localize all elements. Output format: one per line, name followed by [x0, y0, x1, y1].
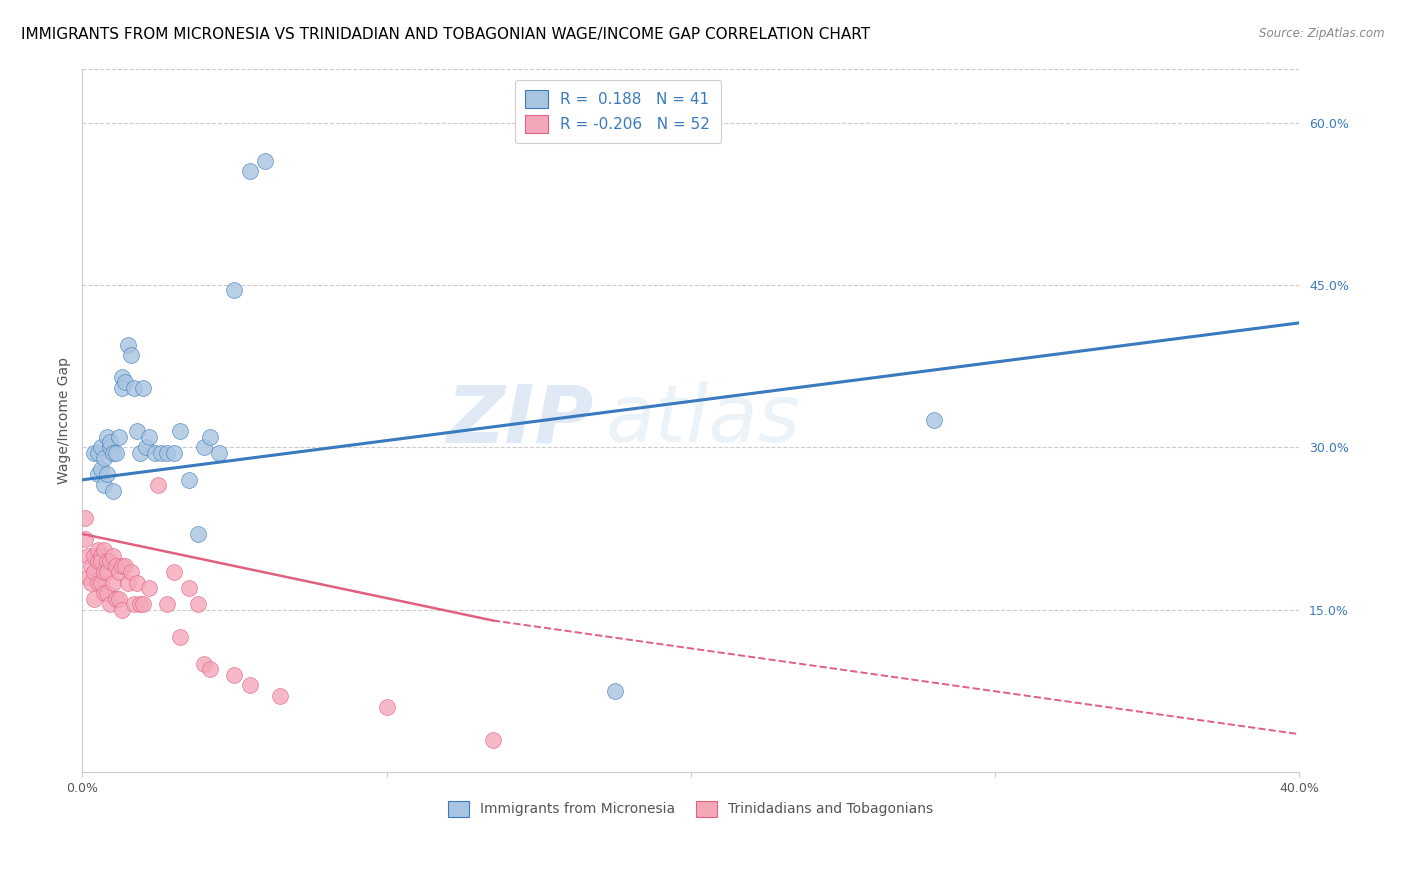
Point — [98, 597, 121, 611]
Point — [111, 381, 134, 395]
Point — [96, 467, 118, 482]
Point — [193, 657, 215, 671]
Y-axis label: Wage/Income Gap: Wage/Income Gap — [58, 357, 72, 483]
Point — [114, 559, 136, 574]
Text: Source: ZipAtlas.com: Source: ZipAtlas.com — [1260, 27, 1385, 40]
Point — [98, 554, 121, 568]
Point — [101, 446, 124, 460]
Point — [83, 565, 105, 579]
Point — [138, 429, 160, 443]
Point — [104, 559, 127, 574]
Point — [96, 586, 118, 600]
Point — [93, 586, 115, 600]
Point — [80, 559, 103, 574]
Point — [86, 467, 108, 482]
Point — [187, 597, 209, 611]
Point — [129, 597, 152, 611]
Point — [148, 478, 170, 492]
Point — [107, 429, 129, 443]
Point — [114, 376, 136, 390]
Point — [93, 565, 115, 579]
Point — [129, 446, 152, 460]
Point — [198, 662, 221, 676]
Point — [169, 630, 191, 644]
Point — [98, 441, 121, 455]
Point — [156, 597, 179, 611]
Point — [90, 575, 112, 590]
Point — [98, 434, 121, 449]
Point — [93, 478, 115, 492]
Point — [75, 510, 97, 524]
Point — [117, 337, 139, 351]
Point — [86, 543, 108, 558]
Text: IMMIGRANTS FROM MICRONESIA VS TRINIDADIAN AND TOBAGONIAN WAGE/INCOME GAP CORRELA: IMMIGRANTS FROM MICRONESIA VS TRINIDADIA… — [21, 27, 870, 42]
Point — [603, 684, 626, 698]
Point — [125, 575, 148, 590]
Point — [169, 424, 191, 438]
Point — [187, 527, 209, 541]
Point — [83, 446, 105, 460]
Point — [224, 667, 246, 681]
Point — [150, 446, 173, 460]
Point — [90, 441, 112, 455]
Legend: Immigrants from Micronesia, Trinidadians and Tobagonians: Immigrants from Micronesia, Trinidadians… — [440, 792, 942, 825]
Point — [482, 732, 505, 747]
Point — [77, 570, 100, 584]
Point — [96, 565, 118, 579]
Point — [96, 554, 118, 568]
Point — [111, 559, 134, 574]
Point — [122, 381, 145, 395]
Point — [107, 591, 129, 606]
Point — [120, 565, 142, 579]
Point — [101, 483, 124, 498]
Point — [156, 446, 179, 460]
Point — [111, 370, 134, 384]
Point — [90, 462, 112, 476]
Point — [132, 381, 155, 395]
Point — [75, 533, 97, 547]
Point — [83, 549, 105, 563]
Point — [162, 446, 184, 460]
Point — [101, 549, 124, 563]
Point — [111, 603, 134, 617]
Point — [77, 549, 100, 563]
Text: atlas: atlas — [606, 381, 800, 459]
Point — [162, 565, 184, 579]
Point — [239, 678, 262, 692]
Point — [122, 597, 145, 611]
Point — [239, 164, 262, 178]
Point — [86, 575, 108, 590]
Point — [101, 575, 124, 590]
Point — [138, 581, 160, 595]
Point — [224, 284, 246, 298]
Point — [96, 429, 118, 443]
Point — [132, 597, 155, 611]
Point — [922, 413, 945, 427]
Point — [177, 473, 200, 487]
Point — [143, 446, 166, 460]
Point — [117, 575, 139, 590]
Point — [80, 575, 103, 590]
Point — [107, 565, 129, 579]
Point — [86, 554, 108, 568]
Point — [269, 690, 291, 704]
Point — [90, 549, 112, 563]
Point — [90, 554, 112, 568]
Point — [104, 591, 127, 606]
Point — [375, 700, 398, 714]
Point — [253, 153, 276, 168]
Point — [198, 429, 221, 443]
Point — [104, 446, 127, 460]
Point — [135, 441, 157, 455]
Text: ZIP: ZIP — [446, 381, 593, 459]
Point — [120, 348, 142, 362]
Point — [193, 441, 215, 455]
Point — [93, 451, 115, 466]
Point — [83, 591, 105, 606]
Point — [208, 446, 231, 460]
Point — [93, 543, 115, 558]
Point — [177, 581, 200, 595]
Point — [86, 446, 108, 460]
Point — [125, 424, 148, 438]
